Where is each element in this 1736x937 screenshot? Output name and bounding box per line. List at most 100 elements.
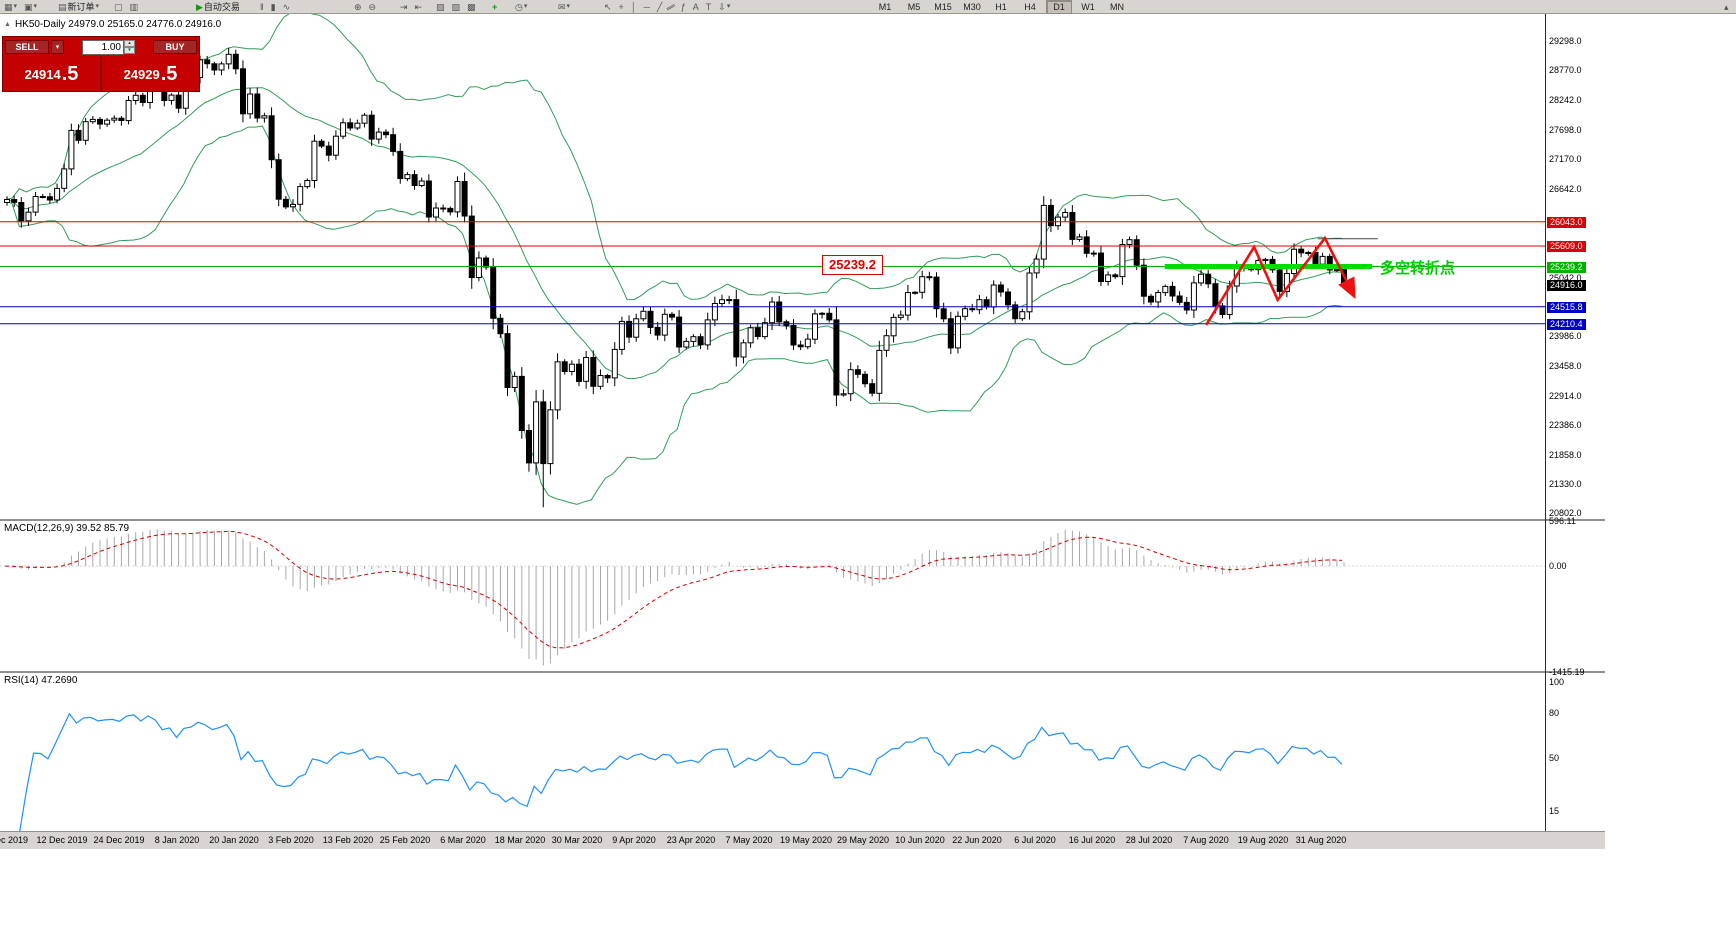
axis-label: 21858.0 xyxy=(1549,449,1582,460)
turning-point-note[interactable]: 多空转折点 xyxy=(1380,260,1456,277)
axis-label: 23986.0 xyxy=(1549,331,1582,342)
chart-shift-button[interactable]: ⇤ xyxy=(413,1,425,13)
panel-splitter[interactable] xyxy=(0,519,1605,521)
zoom-in-button[interactable]: ⊕ xyxy=(352,1,364,13)
trade-options-button[interactable]: ▾ xyxy=(51,40,64,54)
date-axis[interactable]: 2 Dec 2019 12 Dec 2019 24 Dec 2019 8 Jan 20… xyxy=(0,831,1605,849)
price-flag: 25239.2 xyxy=(1547,261,1586,273)
toolbar-group-line-studies: ↖ + │ ─ ╱ ∥ ƒ A T ⇩ ▾ xyxy=(602,0,732,13)
macd-panel[interactable] xyxy=(0,521,1545,671)
axis-label: 15 xyxy=(1549,806,1560,817)
hlines-layer xyxy=(0,221,1545,325)
vertical-line-button[interactable]: │ xyxy=(629,1,639,13)
templates-button[interactable]: ✉ ▾ xyxy=(556,1,572,13)
volume-input[interactable] xyxy=(82,39,124,55)
main-chart[interactable] xyxy=(0,14,1545,519)
date-label: 8 Jan 2020 xyxy=(154,835,200,845)
price-divider xyxy=(100,57,102,91)
price-flag: 24916.0 xyxy=(1547,279,1586,291)
toolbar-group-arrange: ▧ ▨ ▩ xyxy=(434,0,478,13)
window-layout-button[interactable]: ▥ xyxy=(128,1,141,13)
timeframe-h4[interactable]: H4 xyxy=(1024,1,1036,12)
add-indicator-button[interactable]: + xyxy=(490,1,499,13)
new-order-icon: ▤ xyxy=(58,1,67,12)
trend-zigzag-arrow[interactable] xyxy=(1205,235,1356,326)
timeframe-m15[interactable]: M15 xyxy=(934,1,952,12)
zoom-out-button[interactable]: ⊖ xyxy=(367,1,379,13)
date-label: 25 Feb 2020 xyxy=(379,835,431,845)
panel-splitter[interactable] xyxy=(0,671,1605,673)
cascade-windows-icon: ▨ xyxy=(451,1,461,12)
channel-button[interactable]: ∥ xyxy=(666,1,677,13)
auto-scroll-icon: ⇥ xyxy=(400,1,408,12)
volume-control: ▴ ▾ xyxy=(82,39,135,55)
symbol-ohlc-text: HK50-Daily 24979.0 25165.0 24776.0 24916… xyxy=(14,19,222,30)
timeframe-m30[interactable]: M30 xyxy=(963,1,981,12)
timeframe-mn[interactable]: MN xyxy=(1110,1,1124,12)
buy-price[interactable]: 24929.5 xyxy=(102,57,199,91)
trendline-button[interactable]: ╱ xyxy=(655,1,664,13)
buy-button[interactable]: BUY xyxy=(153,40,197,54)
toolbar-group-chart-type: ‖ ▮ ∿ xyxy=(258,0,292,13)
price-annotation-label[interactable]: 25239.2 xyxy=(822,255,883,275)
candles-layer xyxy=(4,47,1347,508)
new-chart-button[interactable]: ▦ ▾ xyxy=(2,1,19,13)
horizontal-line-button[interactable]: ─ xyxy=(641,1,651,13)
date-label: 31 Aug 2020 xyxy=(1295,835,1347,845)
axis-label: -1415.19 xyxy=(1549,667,1585,678)
auto-scroll-button[interactable]: ⇥ xyxy=(398,1,410,13)
line-chart-button[interactable]: ∿ xyxy=(281,1,293,13)
new-order-button[interactable]: ▤ 新订单 ▾ xyxy=(56,1,101,13)
chart-title: ▲ HK50-Daily 24979.0 25165.0 24776.0 2491… xyxy=(4,19,221,30)
rsi-line xyxy=(19,712,1343,831)
text-label-button[interactable]: T xyxy=(704,1,714,13)
chevron-down-icon: ▾ xyxy=(33,2,38,10)
axis-label: 26642.0 xyxy=(1549,183,1582,194)
timeframe-h1[interactable]: H1 xyxy=(995,1,1007,12)
volume-up-button[interactable]: ▴ xyxy=(124,40,135,47)
axis-label: 0.00 xyxy=(1549,561,1567,572)
auto-trading-button[interactable]: ▶ 自动交易 xyxy=(194,1,242,13)
rsi-panel[interactable] xyxy=(0,673,1545,831)
buy-price-frac: .5 xyxy=(160,62,178,85)
fibonacci-icon: ƒ xyxy=(680,1,686,12)
toolbar-group-order: ▤ 新订单 ▾ xyxy=(56,0,101,13)
chart-profiles-button[interactable]: ▣ ▾ xyxy=(22,1,39,13)
text-button[interactable]: A xyxy=(691,1,701,13)
toolbar-overflow-button[interactable]: ▴ xyxy=(1722,1,1731,13)
timeframe-m5[interactable]: M5 xyxy=(907,1,921,12)
date-label: 3 Feb 2020 xyxy=(268,835,314,845)
date-label: 7 Aug 2020 xyxy=(1183,835,1229,845)
crosshair-button[interactable]: + xyxy=(617,1,626,13)
arrange-windows-button[interactable]: ▩ xyxy=(465,1,478,13)
price-axis[interactable]: 29298.0 28770.0 28242.0 27698.0 27170.0 26642… xyxy=(1546,14,1606,848)
toolbar-group-zoom: ⊕ ⊖ xyxy=(352,0,378,13)
volume-down-button[interactable]: ▾ xyxy=(124,47,135,54)
sell-button[interactable]: SELL xyxy=(5,40,49,54)
axis-label: 28242.0 xyxy=(1549,94,1582,105)
support-zone-bar xyxy=(1164,264,1372,269)
cursor-button[interactable]: ↖ xyxy=(602,1,614,13)
axis-label: 21330.0 xyxy=(1549,478,1582,489)
timeframe-d1[interactable]: D1 xyxy=(1046,0,1072,14)
window-layout-icon: ▥ xyxy=(129,1,139,12)
price-axis-border xyxy=(1545,14,1546,848)
timeframe-w1[interactable]: W1 xyxy=(1081,1,1095,12)
zoom-in-icon: ⊕ xyxy=(354,1,362,12)
bollinger-layer xyxy=(4,14,1343,505)
fibonacci-button[interactable]: ƒ xyxy=(679,1,688,13)
timeframe-m1[interactable]: M1 xyxy=(878,1,892,12)
date-label: 19 Aug 2020 xyxy=(1237,835,1289,845)
tile-windows-button[interactable]: ▧ xyxy=(434,1,447,13)
periods-button[interactable]: ◷ ▾ xyxy=(513,1,529,13)
chevron-down-icon: ▾ xyxy=(726,2,731,10)
bar-chart-button[interactable]: ‖ xyxy=(258,1,266,13)
sell-price[interactable]: 24914.5 xyxy=(3,57,100,91)
candlestick-chart-button[interactable]: ▮ xyxy=(269,1,278,13)
toolbar-group-indicators: + xyxy=(490,0,499,13)
cascade-windows-button[interactable]: ▨ xyxy=(450,1,463,13)
chart-window-button[interactable]: ▢ xyxy=(112,1,125,13)
arrows-button[interactable]: ⇩ ▾ xyxy=(716,1,732,13)
date-label: 24 Dec 2019 xyxy=(93,835,145,845)
one-click-trading-panel: SELL ▾ ▴ ▾ BUY 24914.5 24929.5 xyxy=(2,36,200,92)
